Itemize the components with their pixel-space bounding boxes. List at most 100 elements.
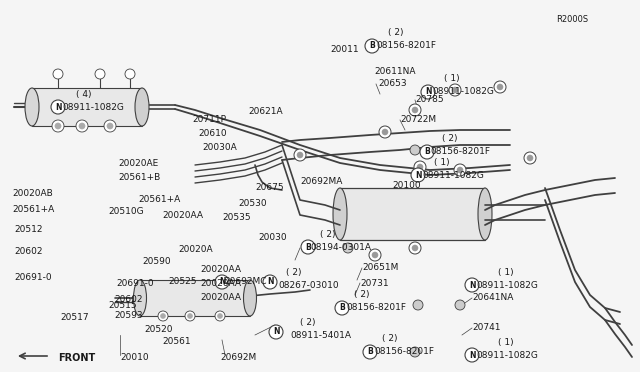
Ellipse shape — [25, 88, 39, 126]
Circle shape — [417, 164, 423, 170]
Text: 08911-1082G: 08911-1082G — [422, 170, 484, 180]
Text: 20621A: 20621A — [248, 108, 283, 116]
Circle shape — [494, 81, 506, 93]
Circle shape — [51, 100, 65, 114]
Text: ( 2): ( 2) — [286, 267, 301, 276]
Circle shape — [53, 69, 63, 79]
Bar — [10, 20, 215, 200]
Text: B: B — [339, 304, 345, 312]
Text: ( 2): ( 2) — [442, 135, 458, 144]
Circle shape — [379, 126, 391, 138]
Text: ( 4): ( 4) — [76, 90, 92, 99]
Text: 20602: 20602 — [114, 295, 143, 305]
Text: 20691-0: 20691-0 — [116, 279, 154, 289]
Text: 20020AA: 20020AA — [200, 294, 241, 302]
Text: 20692MC: 20692MC — [224, 278, 266, 286]
Circle shape — [425, 87, 435, 97]
Text: R2000S: R2000S — [556, 16, 588, 25]
Text: 20711P: 20711P — [192, 115, 226, 125]
Circle shape — [527, 155, 533, 161]
Bar — [108, 240, 308, 345]
Text: 20641NA: 20641NA — [472, 294, 513, 302]
Text: 20692M: 20692M — [220, 353, 256, 362]
Text: N: N — [468, 280, 476, 289]
Circle shape — [52, 120, 64, 132]
Text: 20561: 20561 — [162, 337, 191, 346]
Text: 20611NA: 20611NA — [374, 67, 415, 77]
Text: 20561+A: 20561+A — [138, 196, 180, 205]
Ellipse shape — [134, 280, 147, 316]
Circle shape — [420, 145, 434, 159]
Circle shape — [297, 152, 303, 158]
Text: 20610: 20610 — [198, 129, 227, 138]
Text: 20510G: 20510G — [108, 208, 143, 217]
Text: ( 2): ( 2) — [300, 317, 316, 327]
Ellipse shape — [243, 280, 257, 316]
Text: 20590: 20590 — [142, 257, 171, 266]
Text: 20741: 20741 — [472, 324, 500, 333]
Circle shape — [455, 300, 465, 310]
Text: 20561+B: 20561+B — [118, 173, 160, 183]
Text: 20517: 20517 — [60, 314, 88, 323]
Text: 08911-5401A: 08911-5401A — [290, 330, 351, 340]
Circle shape — [372, 252, 378, 258]
Text: 20691-0: 20691-0 — [14, 273, 52, 282]
Circle shape — [524, 152, 536, 164]
Circle shape — [414, 161, 426, 173]
Text: ( 1): ( 1) — [498, 337, 514, 346]
Circle shape — [412, 107, 418, 113]
Text: ( 1): ( 1) — [444, 74, 460, 83]
Circle shape — [161, 314, 166, 318]
Text: B: B — [367, 347, 373, 356]
Text: 20692MA: 20692MA — [300, 177, 342, 186]
Circle shape — [413, 300, 423, 310]
Circle shape — [457, 167, 463, 173]
Circle shape — [412, 170, 422, 180]
Circle shape — [55, 123, 61, 129]
Text: 20651M: 20651M — [362, 263, 398, 273]
Text: 08267-03010: 08267-03010 — [278, 280, 339, 289]
Text: 20525: 20525 — [168, 278, 196, 286]
Text: 20520: 20520 — [144, 326, 173, 334]
Text: 20593: 20593 — [114, 311, 143, 321]
Ellipse shape — [478, 188, 492, 240]
Circle shape — [497, 84, 503, 90]
Text: 08156-8201F: 08156-8201F — [374, 347, 434, 356]
Text: B: B — [305, 243, 311, 251]
Text: ( 1): ( 1) — [498, 267, 514, 276]
Ellipse shape — [333, 188, 347, 240]
Text: 20010: 20010 — [120, 353, 148, 362]
Circle shape — [409, 104, 421, 116]
Circle shape — [449, 84, 461, 96]
Text: 20030A: 20030A — [202, 144, 237, 153]
Text: B: B — [369, 42, 375, 51]
Text: N: N — [468, 350, 476, 359]
Bar — [340, 188, 485, 240]
Circle shape — [421, 85, 435, 99]
Text: 20020AB: 20020AB — [12, 189, 52, 199]
Circle shape — [410, 347, 420, 357]
Circle shape — [263, 275, 277, 289]
Circle shape — [185, 311, 195, 321]
Circle shape — [452, 87, 458, 93]
Text: FRONT: FRONT — [58, 353, 95, 363]
Text: N: N — [219, 278, 225, 286]
Text: N: N — [267, 278, 273, 286]
Circle shape — [125, 69, 135, 79]
Circle shape — [411, 168, 425, 182]
Text: 08911-1082G: 08911-1082G — [62, 103, 124, 112]
Text: 08911-1082G: 08911-1082G — [432, 87, 494, 96]
Text: 08156-8201F: 08156-8201F — [346, 304, 406, 312]
Circle shape — [95, 69, 105, 79]
Text: 20602: 20602 — [14, 247, 42, 257]
Text: 20785: 20785 — [415, 96, 444, 105]
Text: ( 2): ( 2) — [382, 334, 397, 343]
Circle shape — [465, 278, 479, 292]
Circle shape — [369, 249, 381, 261]
Circle shape — [269, 325, 283, 339]
Bar — [32, 88, 142, 126]
Text: 20675: 20675 — [255, 183, 284, 192]
Text: 20722M: 20722M — [400, 115, 436, 125]
Circle shape — [107, 123, 113, 129]
Text: 08911-1082G: 08911-1082G — [476, 280, 538, 289]
